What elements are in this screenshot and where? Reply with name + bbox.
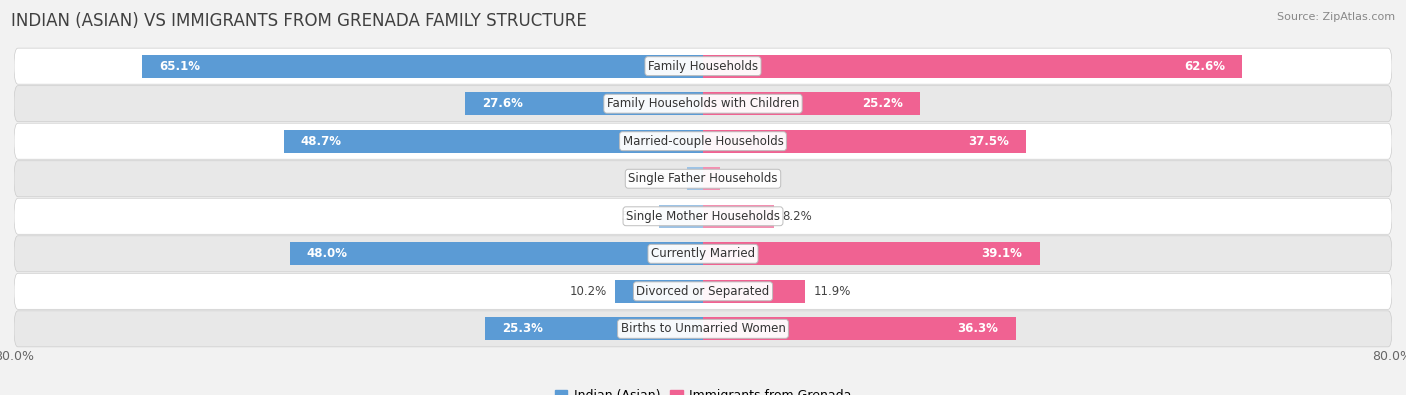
Text: Family Households: Family Households: [648, 60, 758, 73]
FancyBboxPatch shape: [14, 48, 1392, 84]
Bar: [616, 280, 703, 303]
FancyBboxPatch shape: [14, 161, 1392, 197]
Text: Single Mother Households: Single Mother Households: [626, 210, 780, 223]
Text: Married-couple Households: Married-couple Households: [623, 135, 783, 148]
FancyBboxPatch shape: [14, 123, 1392, 159]
Text: Births to Unmarried Women: Births to Unmarried Women: [620, 322, 786, 335]
Text: 8.2%: 8.2%: [782, 210, 813, 223]
Bar: [284, 130, 703, 153]
Text: INDIAN (ASIAN) VS IMMIGRANTS FROM GRENADA FAMILY STRUCTURE: INDIAN (ASIAN) VS IMMIGRANTS FROM GRENAD…: [11, 12, 586, 30]
Text: 11.9%: 11.9%: [814, 285, 852, 298]
Bar: [703, 242, 1039, 265]
Bar: [703, 167, 720, 190]
Text: 5.1%: 5.1%: [620, 210, 651, 223]
Text: 48.7%: 48.7%: [301, 135, 342, 148]
Bar: [703, 92, 920, 115]
Text: Single Father Households: Single Father Households: [628, 172, 778, 185]
Bar: [703, 205, 773, 228]
Text: 36.3%: 36.3%: [957, 322, 998, 335]
Bar: [142, 55, 703, 78]
Text: Family Households with Children: Family Households with Children: [607, 97, 799, 110]
Text: 25.2%: 25.2%: [862, 97, 903, 110]
Bar: [686, 167, 703, 190]
Text: 62.6%: 62.6%: [1184, 60, 1225, 73]
Text: Currently Married: Currently Married: [651, 247, 755, 260]
Bar: [465, 92, 703, 115]
Text: 48.0%: 48.0%: [307, 247, 347, 260]
FancyBboxPatch shape: [14, 273, 1392, 309]
FancyBboxPatch shape: [14, 236, 1392, 272]
Text: 39.1%: 39.1%: [981, 247, 1022, 260]
Text: 25.3%: 25.3%: [502, 322, 543, 335]
Text: 2.0%: 2.0%: [728, 172, 759, 185]
Bar: [485, 317, 703, 340]
Bar: [290, 242, 703, 265]
FancyBboxPatch shape: [14, 198, 1392, 234]
Legend: Indian (Asian), Immigrants from Grenada: Indian (Asian), Immigrants from Grenada: [550, 384, 856, 395]
Bar: [703, 280, 806, 303]
Text: Divorced or Separated: Divorced or Separated: [637, 285, 769, 298]
Text: 37.5%: 37.5%: [967, 135, 1008, 148]
FancyBboxPatch shape: [14, 86, 1392, 122]
Text: 1.9%: 1.9%: [648, 172, 678, 185]
Text: 65.1%: 65.1%: [160, 60, 201, 73]
Text: Source: ZipAtlas.com: Source: ZipAtlas.com: [1277, 12, 1395, 22]
Bar: [703, 317, 1015, 340]
Text: 10.2%: 10.2%: [569, 285, 606, 298]
Bar: [703, 55, 1241, 78]
Text: 27.6%: 27.6%: [482, 97, 523, 110]
FancyBboxPatch shape: [14, 311, 1392, 347]
Bar: [703, 130, 1026, 153]
Bar: [659, 205, 703, 228]
